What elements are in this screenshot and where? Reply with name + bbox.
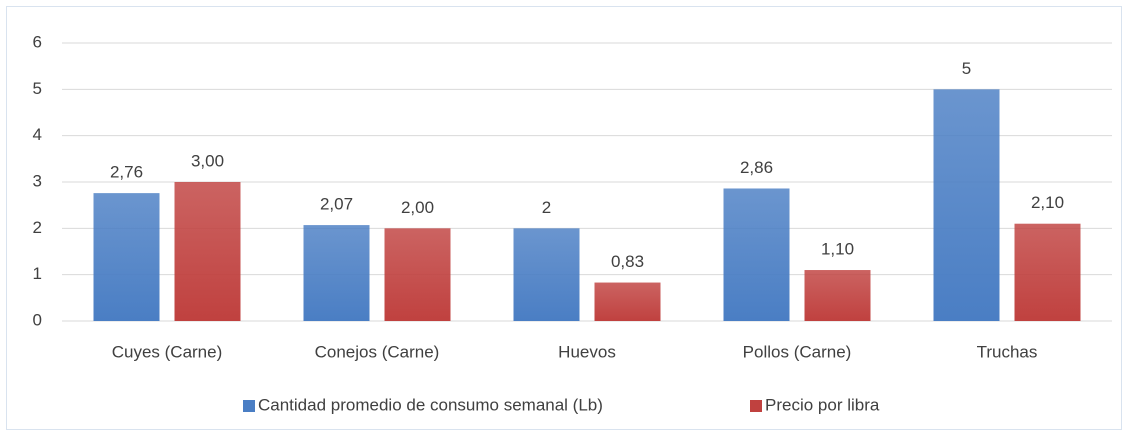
bar xyxy=(384,228,451,321)
y-tick-label: 1 xyxy=(33,264,42,283)
legend-label: Precio por libra xyxy=(765,395,880,414)
x-tick-label: Conejos (Carne) xyxy=(315,342,440,361)
bar xyxy=(723,188,790,321)
x-tick-label: Pollos (Carne) xyxy=(743,342,852,361)
bar xyxy=(933,89,1000,321)
y-tick-label: 0 xyxy=(33,310,42,329)
bar xyxy=(1014,223,1081,321)
value-label: 1,10 xyxy=(821,240,854,259)
value-label: 2,10 xyxy=(1031,193,1064,212)
value-label: 3,00 xyxy=(191,151,224,170)
legend-swatch xyxy=(750,400,762,412)
y-tick-label: 2 xyxy=(33,218,42,237)
y-tick-label: 6 xyxy=(33,32,42,51)
legend-label: Cantidad promedio de consumo semanal (Lb… xyxy=(258,395,603,414)
y-tick-label: 3 xyxy=(33,171,42,190)
value-label: 0,83 xyxy=(611,252,644,271)
value-label: 2 xyxy=(542,198,551,217)
x-tick-label: Huevos xyxy=(558,342,616,361)
value-label: 2,00 xyxy=(401,198,434,217)
bar xyxy=(594,282,661,321)
bar xyxy=(804,270,871,321)
value-label: 5 xyxy=(962,59,971,78)
y-tick-label: 5 xyxy=(33,79,42,98)
legend-swatch xyxy=(243,400,255,412)
value-label: 2,07 xyxy=(320,195,353,214)
x-tick-label: Cuyes (Carne) xyxy=(112,342,223,361)
bar xyxy=(513,228,580,321)
bar xyxy=(303,225,370,321)
x-tick-label: Truchas xyxy=(977,342,1038,361)
y-tick-label: 4 xyxy=(33,125,42,144)
value-label: 2,76 xyxy=(110,163,143,182)
value-label: 2,86 xyxy=(740,158,773,177)
bar xyxy=(174,182,241,321)
bar xyxy=(93,193,160,321)
